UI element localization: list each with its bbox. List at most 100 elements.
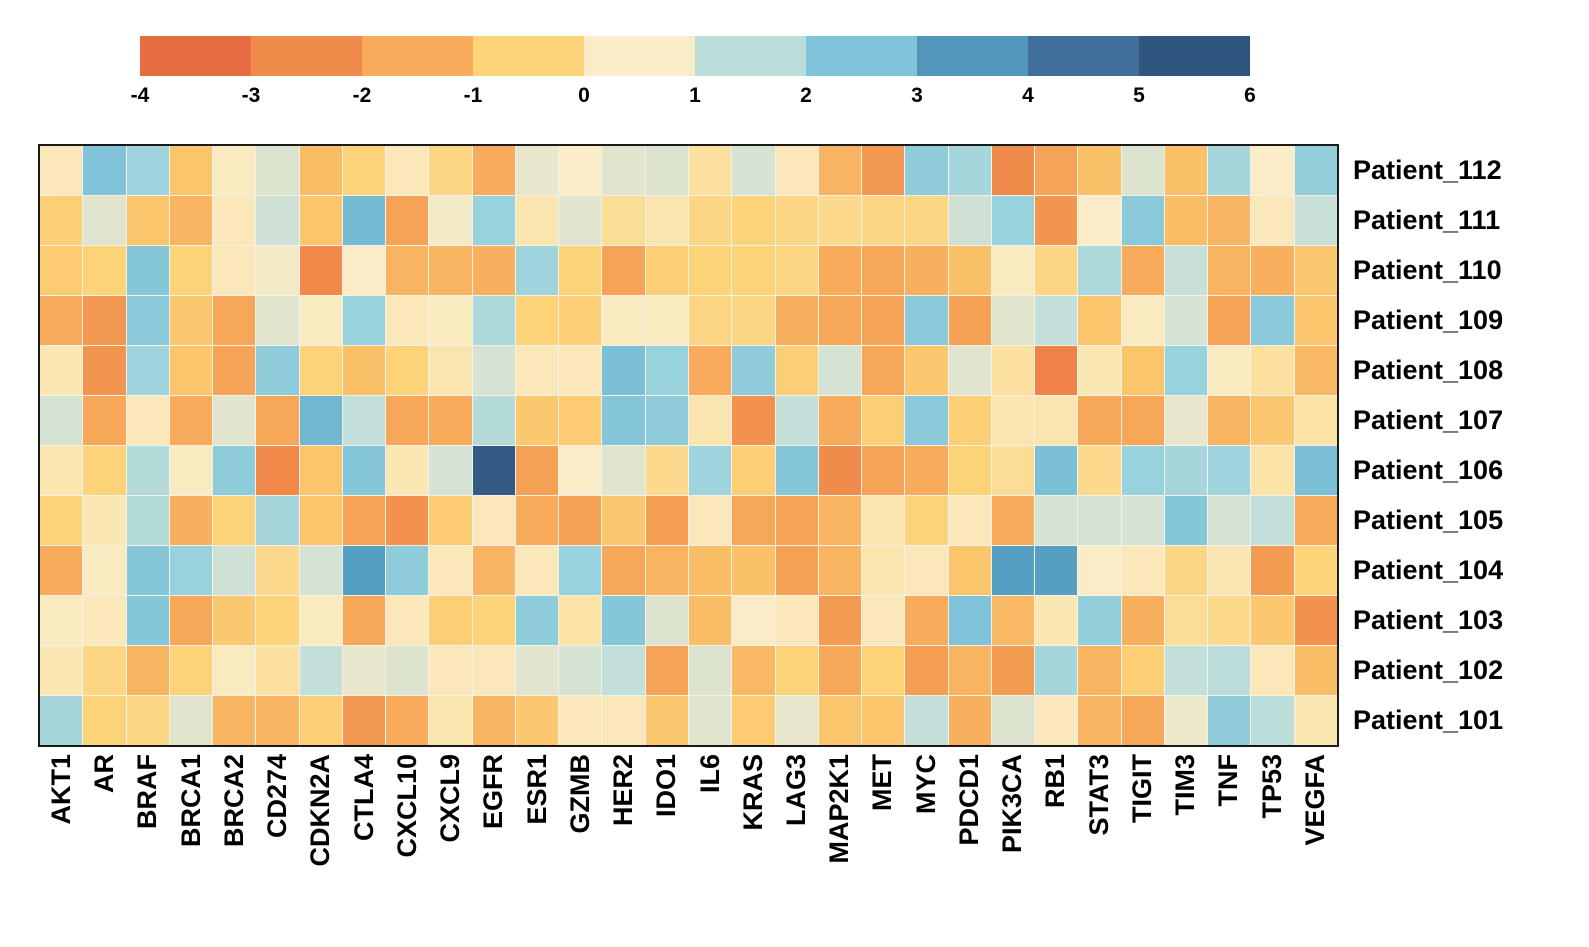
heatmap-cell bbox=[472, 146, 515, 195]
colorbar-tick-label: 0 bbox=[578, 84, 590, 107]
heatmap-cell bbox=[429, 296, 472, 345]
heatmap-cell bbox=[342, 346, 386, 395]
heatmap-cell bbox=[386, 346, 429, 395]
heatmap-cell bbox=[1035, 396, 1078, 445]
heatmap-cell bbox=[1035, 196, 1078, 245]
heatmap-cell bbox=[126, 496, 169, 545]
heatmap-cell bbox=[386, 246, 429, 295]
heatmap-cell bbox=[429, 396, 472, 445]
heatmap-cell bbox=[1078, 246, 1121, 295]
heatmap-cell bbox=[862, 296, 905, 345]
heatmap-cell bbox=[472, 596, 515, 645]
heatmap-cell bbox=[688, 346, 732, 395]
col-label: BRCA1 bbox=[175, 754, 206, 848]
heatmap-cell bbox=[1164, 346, 1208, 395]
heatmap-cell bbox=[602, 596, 645, 645]
heatmap-cell bbox=[169, 596, 213, 645]
heatmap-cell bbox=[645, 296, 688, 345]
heatmap-cell bbox=[1121, 146, 1164, 195]
heatmap-cell bbox=[1121, 296, 1164, 345]
heatmap-cell bbox=[386, 446, 429, 495]
heatmap-cell bbox=[1208, 346, 1251, 395]
colorbar-segment bbox=[584, 36, 695, 76]
heatmap-cell bbox=[991, 346, 1035, 395]
colorbar-tick-label: 4 bbox=[1022, 84, 1034, 107]
heatmap-cell bbox=[256, 146, 299, 195]
heatmap-cell bbox=[1035, 296, 1078, 345]
colorbar-segment bbox=[473, 36, 584, 76]
col-label: GZMB bbox=[564, 754, 595, 834]
heatmap-cell bbox=[645, 596, 688, 645]
heatmap-cell bbox=[732, 246, 775, 295]
col-label: LAG3 bbox=[780, 754, 811, 827]
heatmap-cell bbox=[862, 646, 905, 695]
heatmap-cell bbox=[559, 346, 602, 395]
colorbar-tick-label: 3 bbox=[911, 84, 923, 107]
row-label: Patient_101 bbox=[1353, 704, 1504, 735]
heatmap-cell bbox=[1078, 346, 1121, 395]
heatmap-cell bbox=[775, 146, 818, 195]
heatmap-cell bbox=[732, 596, 775, 645]
heatmap-cell bbox=[169, 496, 213, 545]
heatmap-cell bbox=[299, 546, 342, 595]
heatmap-cell bbox=[862, 246, 905, 295]
heatmap-cell bbox=[429, 446, 472, 495]
col-label: IDO1 bbox=[651, 754, 682, 818]
heatmap-cell bbox=[472, 296, 515, 345]
heatmap-cell bbox=[602, 296, 645, 345]
colorbar-segment bbox=[917, 36, 1028, 76]
heatmap-cell bbox=[991, 246, 1035, 295]
heatmap-cell bbox=[256, 596, 299, 645]
heatmap-cell bbox=[1294, 546, 1337, 595]
heatmap-cell bbox=[1251, 596, 1294, 645]
heatmap-cell bbox=[1035, 496, 1078, 545]
heatmap-cell bbox=[862, 546, 905, 595]
heatmap-cell bbox=[991, 696, 1035, 745]
heatmap-cell bbox=[1078, 646, 1121, 695]
heatmap-cell bbox=[948, 346, 991, 395]
col-label: PDCD1 bbox=[953, 754, 984, 846]
heatmap-cell bbox=[256, 696, 299, 745]
heatmap-cell bbox=[905, 296, 948, 345]
heatmap-cell bbox=[991, 496, 1035, 545]
heatmap-cell bbox=[1294, 396, 1337, 445]
heatmap-cell bbox=[126, 296, 169, 345]
heatmap-cell bbox=[905, 146, 948, 195]
heatmap-cell bbox=[1208, 646, 1251, 695]
heatmap-cell bbox=[1164, 146, 1208, 195]
heatmap-cell bbox=[862, 396, 905, 445]
heatmap-cell bbox=[472, 196, 515, 245]
heatmap-cell bbox=[775, 246, 818, 295]
heatmap-cell bbox=[169, 246, 213, 295]
heatmap-cell bbox=[429, 196, 472, 245]
heatmap-cell bbox=[429, 346, 472, 395]
heatmap-cell bbox=[1294, 646, 1337, 695]
row-label: Patient_109 bbox=[1353, 305, 1504, 336]
heatmap-cell bbox=[169, 646, 213, 695]
heatmap-cell bbox=[1251, 396, 1294, 445]
heatmap-cell bbox=[775, 546, 818, 595]
heatmap-cell bbox=[775, 646, 818, 695]
row-label: Patient_110 bbox=[1353, 255, 1502, 286]
col-label: MET bbox=[867, 754, 898, 811]
heatmap-cell bbox=[386, 396, 429, 445]
heatmap-cell bbox=[559, 696, 602, 745]
heatmap-cell bbox=[213, 596, 256, 645]
heatmap-cell bbox=[126, 646, 169, 695]
heatmap-cell bbox=[948, 696, 991, 745]
heatmap-cell bbox=[40, 396, 83, 445]
heatmap-cell bbox=[1208, 546, 1251, 595]
heatmap-cell bbox=[559, 196, 602, 245]
heatmap-cell bbox=[559, 446, 602, 495]
heatmap-cell bbox=[83, 396, 126, 445]
heatmap-cell bbox=[515, 596, 559, 645]
heatmap-cell bbox=[948, 446, 991, 495]
colorbar-segment bbox=[1028, 36, 1139, 76]
heatmap-cell bbox=[299, 396, 342, 445]
heatmap-cell bbox=[1078, 296, 1121, 345]
heatmap-cell bbox=[256, 396, 299, 445]
heatmap-cell bbox=[83, 246, 126, 295]
heatmap-cell bbox=[991, 646, 1035, 695]
heatmap-cell bbox=[1251, 496, 1294, 545]
col-label: RB1 bbox=[1040, 754, 1071, 809]
